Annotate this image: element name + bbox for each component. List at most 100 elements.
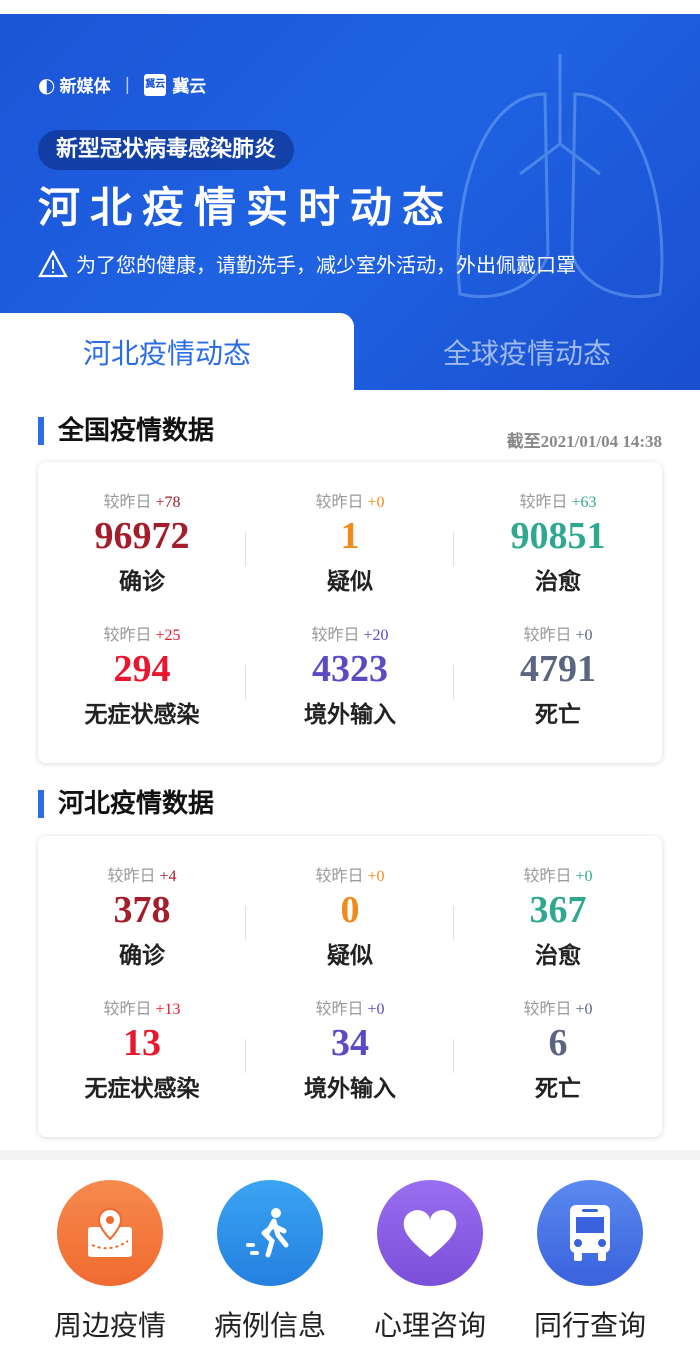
delta-prefix: 较昨日 (315, 868, 364, 885)
banner-title: 河北疫情实时动态 (38, 183, 455, 232)
delta-prefix: 较昨日 (315, 1000, 364, 1018)
warning-icon (38, 249, 68, 277)
stat-asymptomatic: 较昨日 +25 294 无症状感染 (38, 613, 246, 746)
delta-value: +0 (575, 1000, 593, 1018)
stat-value: 294 (113, 647, 171, 690)
delta-value: +63 (571, 494, 597, 511)
health-tip: 为了您的健康，请勤洗手，减少室外活动，外出佩戴口罩 (38, 249, 576, 278)
logo-icon: ◐ (38, 72, 56, 97)
stat-death: 较昨日 +0 4791 死亡 (454, 613, 662, 746)
stat-value: 378 (113, 889, 171, 931)
national-heading: 全国疫情数据 (38, 417, 214, 445)
delta-value: +4 (159, 868, 177, 885)
stat-delta: 较昨日 +0 (454, 995, 662, 1019)
national-stats-card: 较昨日 +78 96972 确诊 较昨日 +0 1 疑似 较昨日 +63 90851 治愈… (38, 462, 662, 763)
nav-travel[interactable]: 同行查询 (520, 1180, 660, 1344)
update-timestamp: 截至2021/01/04 14:38 (506, 432, 662, 451)
stat-label: 无症状感染 (84, 701, 200, 728)
stat-value: 4323 (312, 647, 388, 690)
stat-delta: 较昨日 +78 (38, 488, 246, 512)
nav-label: 同行查询 (533, 1309, 646, 1342)
bus-icon (537, 1180, 643, 1286)
logo-separator: | (124, 74, 131, 95)
stat-delta: 较昨日 +0 (246, 995, 454, 1019)
nav-cases[interactable]: 病例信息 (200, 1180, 340, 1344)
delta-value: +25 (155, 626, 181, 644)
delta-prefix: 较昨日 (315, 494, 364, 511)
delta-value: +0 (575, 868, 593, 885)
nav-nearby[interactable]: 周边疫情 (40, 1180, 180, 1344)
logo: ◐ 新媒体 | 冀云 冀云 (38, 72, 207, 98)
nav-label: 心理咨询 (373, 1309, 486, 1342)
delta-value: +0 (367, 868, 385, 885)
logo-text: 新媒体 (59, 77, 111, 97)
stat-label: 疑似 (327, 943, 373, 969)
delta-prefix: 较昨日 (107, 868, 156, 885)
stat-imported: 较昨日 +0 34 境外输入 (246, 987, 454, 1120)
nav-label: 周边疫情 (53, 1309, 166, 1342)
delta-prefix: 较昨日 (523, 868, 572, 885)
tab-hebei[interactable]: 河北疫情动态 (0, 313, 354, 390)
stat-delta: 较昨日 +0 (246, 488, 454, 512)
delta-value: +20 (363, 626, 389, 644)
delta-prefix: 较昨日 (103, 1000, 152, 1018)
delta-value: +78 (155, 494, 181, 511)
stat-delta: 较昨日 +25 (38, 621, 246, 645)
heart-icon (377, 1180, 483, 1286)
hebei-heading: 河北疫情数据 (38, 790, 214, 818)
lung-illustration (456, 54, 664, 299)
delta-value: +0 (367, 494, 385, 511)
stat-asymptomatic: 较昨日 +13 13 无症状感染 (38, 987, 246, 1120)
stat-label: 治愈 (535, 569, 581, 595)
quick-nav: 周边疫情 病例信息 心理咨询 同行查询 (0, 1180, 700, 1344)
stat-confirmed: 较昨日 +78 96972 确诊 (38, 480, 246, 613)
stat-label: 确诊 (119, 943, 165, 969)
delta-value: +0 (575, 626, 593, 644)
stat-label: 死亡 (535, 701, 581, 728)
hebei-stats-card: 较昨日 +4 378 确诊 较昨日 +0 0 疑似 较昨日 +0 367 治愈 较昨日 +13… (38, 836, 662, 1137)
stat-value: 13 (123, 1021, 161, 1064)
stat-delta: 较昨日 +4 (38, 862, 246, 886)
stat-suspected: 较昨日 +0 1 疑似 (246, 480, 454, 613)
stat-label: 境外输入 (304, 701, 396, 728)
stat-delta: 较昨日 +0 (246, 862, 454, 886)
stat-value: 90851 (510, 515, 606, 557)
stat-cured: 较昨日 +63 90851 治愈 (454, 480, 662, 613)
tab-global[interactable]: 全球疫情动态 (442, 336, 611, 370)
walking-person-icon (217, 1180, 323, 1286)
delta-prefix: 较昨日 (523, 1000, 572, 1018)
stat-label: 境外输入 (304, 1075, 396, 1102)
partner-name: 冀云 (172, 77, 207, 97)
stat-value: 367 (529, 889, 587, 931)
stat-label: 疑似 (327, 569, 373, 595)
delta-value: +13 (155, 1000, 181, 1018)
stat-delta: 较昨日 +20 (246, 621, 454, 645)
delta-prefix: 较昨日 (519, 494, 568, 511)
map-pin-icon (57, 1180, 163, 1286)
health-tip-text: 为了您的健康，请勤洗手，减少室外活动，外出佩戴口罩 (76, 253, 576, 277)
nav-label: 病例信息 (213, 1309, 326, 1342)
partner-logo-icon: 冀云 (144, 73, 167, 96)
section-divider (0, 1150, 700, 1160)
delta-prefix: 较昨日 (311, 626, 360, 644)
stat-delta: 较昨日 +13 (38, 995, 246, 1019)
banner-subtitle: 新型冠状病毒感染肺炎 (38, 130, 295, 170)
stat-label: 无症状感染 (84, 1075, 200, 1102)
stat-value: 34 (331, 1021, 369, 1064)
stat-label: 治愈 (535, 943, 581, 969)
stat-suspected: 较昨日 +0 0 疑似 (246, 854, 454, 987)
stat-imported: 较昨日 +20 4323 境外输入 (246, 613, 454, 746)
stat-value: 1 (340, 515, 360, 557)
stat-cured: 较昨日 +0 367 治愈 (454, 854, 662, 987)
delta-prefix: 较昨日 (103, 626, 152, 644)
stat-value: 4791 (520, 647, 596, 690)
stat-value: 6 (548, 1021, 568, 1064)
stat-value: 96972 (94, 515, 190, 557)
stat-value: 0 (340, 889, 360, 931)
stat-delta: 较昨日 +63 (454, 488, 662, 512)
stat-confirmed: 较昨日 +4 378 确诊 (38, 854, 246, 987)
stat-death: 较昨日 +0 6 死亡 (454, 987, 662, 1120)
delta-prefix: 较昨日 (523, 626, 572, 644)
nav-counseling[interactable]: 心理咨询 (360, 1180, 500, 1344)
delta-value: +0 (367, 1000, 385, 1018)
